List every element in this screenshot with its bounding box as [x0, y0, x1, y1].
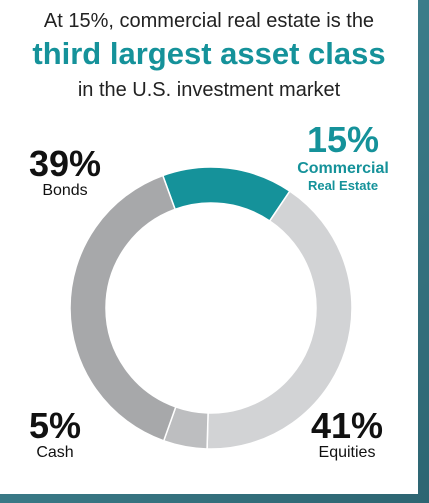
label-cash: 5% Cash — [20, 408, 90, 462]
headline-line-1: At 15%, commercial real estate is the — [43, 10, 375, 32]
name-real-estate: Real Estate — [307, 178, 379, 193]
name-equities: Equities — [318, 444, 376, 461]
pct-commercial-real-estate: 15% — [306, 119, 380, 160]
donut-slice-commercial-real-estate — [161, 166, 291, 222]
name-bonds: Bonds — [42, 182, 88, 199]
label-commercial-real-estate: 15% Commercial Real Estate — [283, 119, 403, 194]
name-cash: Cash — [36, 444, 74, 461]
pct-cash: 5% — [28, 405, 82, 446]
headline-line-3: in the U.S. investment market — [77, 79, 341, 101]
donut-slice-bonds — [69, 174, 177, 442]
label-bonds: 39% Bonds — [20, 146, 110, 200]
pct-bonds: 39% — [28, 143, 102, 184]
label-equities: 41% Equities — [302, 408, 392, 462]
headline-line-2: third largest asset class — [32, 36, 386, 71]
donut-chart — [69, 166, 353, 450]
pct-equities: 41% — [310, 405, 384, 446]
name-commercial: Commercial — [297, 160, 389, 177]
infographic-card: At 15%, commercial real estate is the th… — [20, 10, 403, 462]
donut-slice-equities — [206, 190, 353, 450]
